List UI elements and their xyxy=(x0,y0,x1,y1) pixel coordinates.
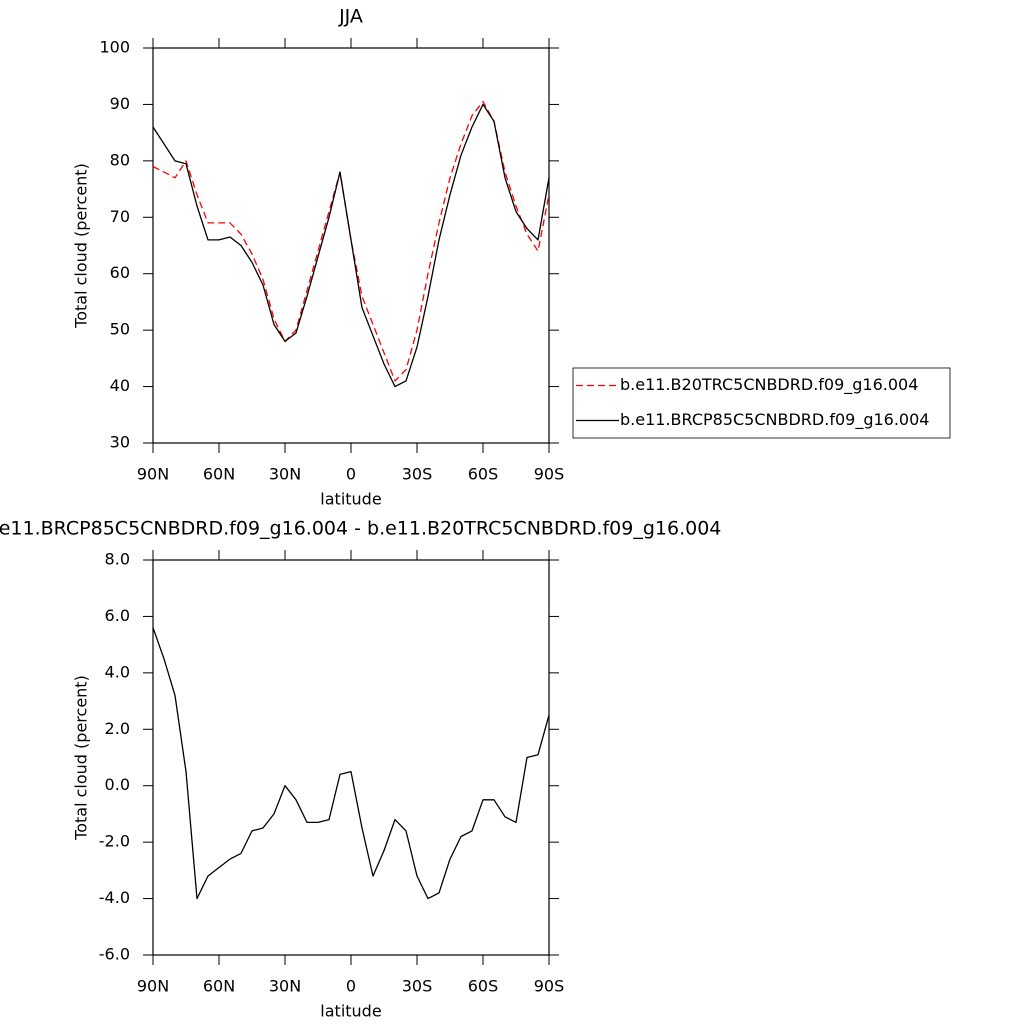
x-tick-label: 30S xyxy=(402,465,433,484)
data-line xyxy=(152,100,550,382)
y-axis-label: Total cloud (percent) xyxy=(72,163,91,329)
plot-frame xyxy=(152,559,550,956)
x-tick-label: 30S xyxy=(402,977,433,996)
y-tick-label: 2.0 xyxy=(105,719,130,738)
data-line xyxy=(152,627,550,900)
chart-title: b.e11.BRCP85C5CNBDRD.f09_g16.004 - b.e11… xyxy=(0,518,721,540)
x-axis-label: latitude xyxy=(320,1002,381,1021)
y-axis-label: Total cloud (percent) xyxy=(72,675,91,841)
data-line xyxy=(152,103,550,388)
y-tick-label: 6.0 xyxy=(105,606,130,625)
plot-frame xyxy=(152,47,550,444)
y-tick-label: -2.0 xyxy=(99,832,130,851)
y-tick-label: 90 xyxy=(110,94,130,113)
y-tick-label: 60 xyxy=(110,263,130,282)
y-tick-label: 4.0 xyxy=(105,662,130,681)
legend-label: b.e11.B20TRC5CNBDRD.f09_g16.004 xyxy=(620,375,918,395)
x-tick-label: 30N xyxy=(269,977,301,996)
x-tick-label: 60N xyxy=(203,977,235,996)
y-tick-label: 100 xyxy=(99,38,130,57)
x-tick-label: 90S xyxy=(534,465,565,484)
chart-title: JJA xyxy=(338,6,363,28)
x-tick-label: 90N xyxy=(137,977,169,996)
x-tick-label: 90N xyxy=(137,465,169,484)
y-tick-label: 0.0 xyxy=(105,775,130,794)
x-tick-label: 30N xyxy=(269,465,301,484)
y-tick-label: -4.0 xyxy=(99,888,130,907)
y-tick-label: 40 xyxy=(110,376,130,395)
x-tick-label: 60N xyxy=(203,465,235,484)
legend-label: b.e11.BRCP85C5CNBDRD.f09_g16.004 xyxy=(620,410,929,430)
y-tick-label: 50 xyxy=(110,320,130,339)
x-axis-label: latitude xyxy=(320,490,381,509)
x-tick-label: 0 xyxy=(346,465,356,484)
y-tick-label: -6.0 xyxy=(99,945,130,964)
legend-box xyxy=(572,367,951,439)
y-tick-label: 80 xyxy=(110,150,130,169)
y-tick-label: 8.0 xyxy=(105,550,130,569)
y-tick-label: 70 xyxy=(110,207,130,226)
y-tick-label: 30 xyxy=(110,433,130,452)
x-tick-label: 60S xyxy=(468,465,499,484)
x-tick-label: 60S xyxy=(468,977,499,996)
x-tick-label: 90S xyxy=(534,977,565,996)
x-tick-label: 0 xyxy=(346,977,356,996)
